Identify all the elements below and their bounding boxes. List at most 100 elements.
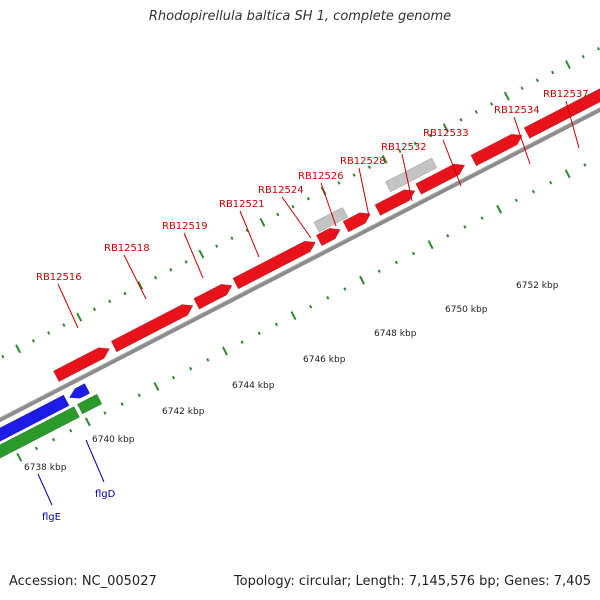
gene-label: RB12519 [162,221,208,232]
reverse-cds-feature [0,394,70,442]
minor-tick [411,251,416,256]
minor-tick [215,244,219,248]
minor-tick [514,198,518,203]
major-tick [259,217,266,227]
gene-leader-line [281,196,312,239]
minor-tick [581,54,585,59]
minor-tick [367,165,371,169]
minor-tick [137,393,141,398]
gene-leader-line [565,100,580,149]
gene-label: RB12526 [298,171,344,182]
minor-tick [480,216,484,220]
forward-cds-feature [374,189,416,216]
minor-tick [596,46,600,51]
minor-tick [428,133,433,138]
minor-tick [306,196,310,201]
scale-label: 6742 kbp [162,407,205,417]
minor-tick [245,228,249,233]
major-tick [427,240,434,250]
forward-cds-feature [523,88,600,139]
major-tick [15,344,22,354]
minor-tick [343,287,347,291]
minor-tick [531,189,536,194]
gene-label: RB12533 [423,128,469,139]
minor-tick [153,275,158,280]
gene-label: RB12518 [104,243,150,254]
minor-tick [413,141,417,146]
minor-tick [398,149,402,154]
major-tick [564,60,571,70]
minor-tick [120,402,124,406]
forward-cds-feature [415,163,466,195]
forward-cds-feature [470,133,523,167]
major-tick [442,123,449,133]
reverse-leader-line [85,439,105,483]
minor-tick [583,163,587,167]
minor-tick [535,78,539,83]
reverse-gene-label: flgE [42,512,61,523]
gene-label: RB12521 [219,199,265,210]
gene-leader-line [401,153,413,202]
gene-feature [0,406,80,459]
scale-label: 6746 kbp [303,355,346,365]
minor-tick [446,234,450,238]
accession-label: Accession: NC_005027 [9,574,157,589]
gene-label: RB12532 [381,142,427,153]
minor-tick [184,260,188,264]
forward-cds-feature [193,283,233,310]
scale-label: 6750 kbp [445,305,488,315]
minor-tick [352,173,356,177]
major-tick [221,346,228,356]
minor-tick [103,411,107,415]
gene-label: RB12528 [340,156,386,167]
forward-cds-feature [342,212,372,233]
minor-tick [92,307,97,312]
minor-tick [47,331,51,335]
gene-feature [76,393,103,415]
forward-cds-feature [53,347,110,383]
minor-tick [169,268,173,272]
gene-label: RB12516 [36,272,82,283]
minor-tick [62,323,66,327]
gene-leader-line [442,139,462,187]
minor-tick [206,358,210,362]
scale-labels: 6738 kbp 6740 kbp 6742 kbp 6744 kbp 6746 kbp… [24,281,559,473]
minor-tick [1,354,5,359]
minor-tick [291,204,295,209]
minor-tick [257,331,261,336]
minor-tick [123,291,127,296]
forward-cds-feature [110,304,194,353]
gene-label: RB12524 [258,185,304,196]
scale-label: 6738 kbp [24,463,67,473]
minor-tick [520,86,524,91]
genome-summary: Topology: circular; Length: 7,145,576 bp… [233,574,591,589]
minor-tick [34,446,38,451]
minor-tick [489,102,494,106]
major-tick [359,275,365,285]
minor-tick [551,70,555,75]
minor-tick [108,299,112,304]
minor-tick [463,225,467,229]
major-tick [153,381,160,391]
major-tick [381,154,388,164]
inner-tick-track [16,163,587,462]
minor-tick [276,212,280,217]
minor-tick [51,437,56,442]
gene-leader-line [57,283,79,329]
gene-leader-line [239,210,260,258]
major-tick [198,249,205,259]
minor-tick [230,236,234,241]
minor-tick [394,260,398,265]
major-tick [503,91,510,101]
reverse-leader-line [37,473,53,506]
forward-cds-feature [232,240,316,290]
gene-label: RB12537 [543,89,589,100]
gene-leader-line [123,254,147,300]
minor-tick [274,322,278,327]
map-title: Rhodopirellula baltica SH 1, complete ge… [148,9,452,24]
major-tick [496,204,503,214]
gene-leader-line [358,167,370,217]
forward-cds-feature [315,227,341,247]
reverse-gene-label: flgD [95,489,116,500]
